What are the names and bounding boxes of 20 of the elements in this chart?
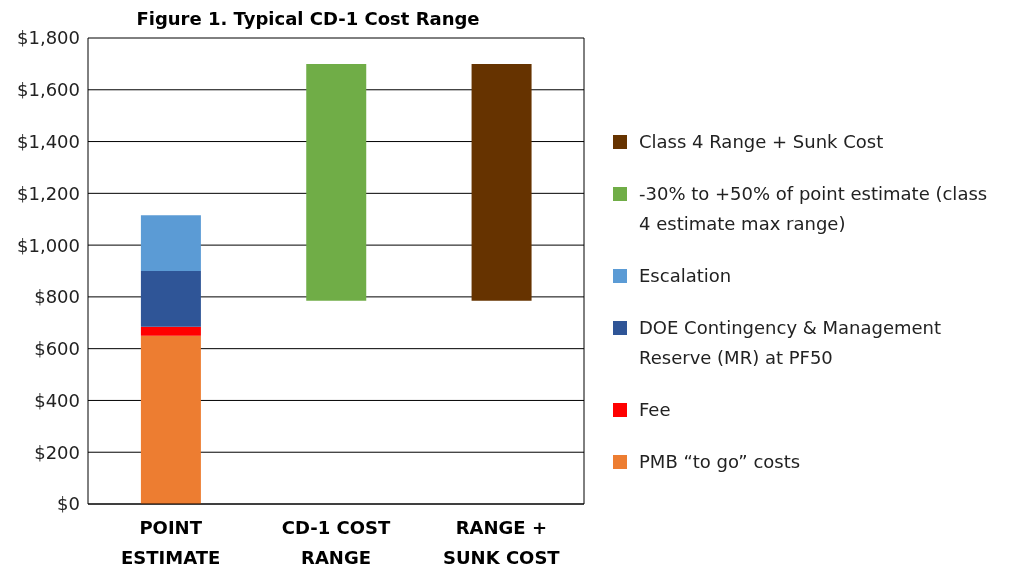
legend-label: -30% to +50% of point estimate (class 4 estimate max range) xyxy=(639,182,989,236)
x-tick-label: POINT ESTIMATE xyxy=(121,517,221,568)
y-tick-label: $0 xyxy=(57,493,80,515)
legend-label: Escalation xyxy=(639,264,733,288)
x-tick-label: CD-1 COST RANGE xyxy=(281,517,391,568)
legend-label: DOE Contingency & Management Reserve (MR) at PF50 xyxy=(639,316,943,370)
y-tick-label: $200 xyxy=(34,441,80,463)
y-tick-label: $1,400 xyxy=(17,130,80,152)
y-tick-label: $1,600 xyxy=(17,79,80,101)
y-tick-label: $800 xyxy=(34,286,80,308)
legend-label: PMB “to go” costs xyxy=(639,450,802,474)
chart-title: Figure 1. Typical CD-1 Cost Range xyxy=(136,8,480,29)
y-tick-label: $1,000 xyxy=(17,234,80,256)
legend-label: Fee xyxy=(639,398,672,422)
y-tick-label: $400 xyxy=(34,389,80,411)
x-tick-label: RANGE + SUNK COST xyxy=(443,517,561,568)
legend-label: Class 4 Range + Sunk Cost xyxy=(639,130,885,154)
y-tick-label: $1,200 xyxy=(17,182,80,204)
y-tick-label: $600 xyxy=(34,338,80,360)
y-tick-label: $1,800 xyxy=(17,27,80,49)
